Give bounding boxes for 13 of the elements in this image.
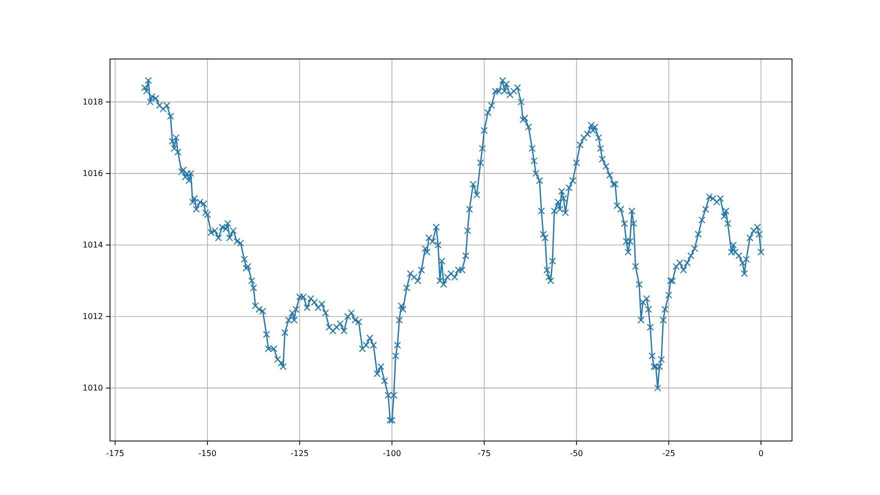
x-tick-label: -150 xyxy=(198,449,217,458)
x-tick-label: -75 xyxy=(478,449,491,458)
x-tick-label: -50 xyxy=(570,449,584,458)
y-tick-label: 1016 xyxy=(82,169,103,178)
x-tick-label: -25 xyxy=(662,449,676,458)
y-tick-label: 1014 xyxy=(82,240,103,250)
y-tick-label: 1010 xyxy=(82,384,103,393)
x-tick-label: 0 xyxy=(758,449,764,458)
x-tick-label: -125 xyxy=(290,449,309,458)
x-tick-label: -175 xyxy=(106,449,124,458)
y-tick-label: 1018 xyxy=(82,97,103,106)
y-tick-label: 1012 xyxy=(82,312,103,322)
x-tick-label: -100 xyxy=(382,449,402,458)
